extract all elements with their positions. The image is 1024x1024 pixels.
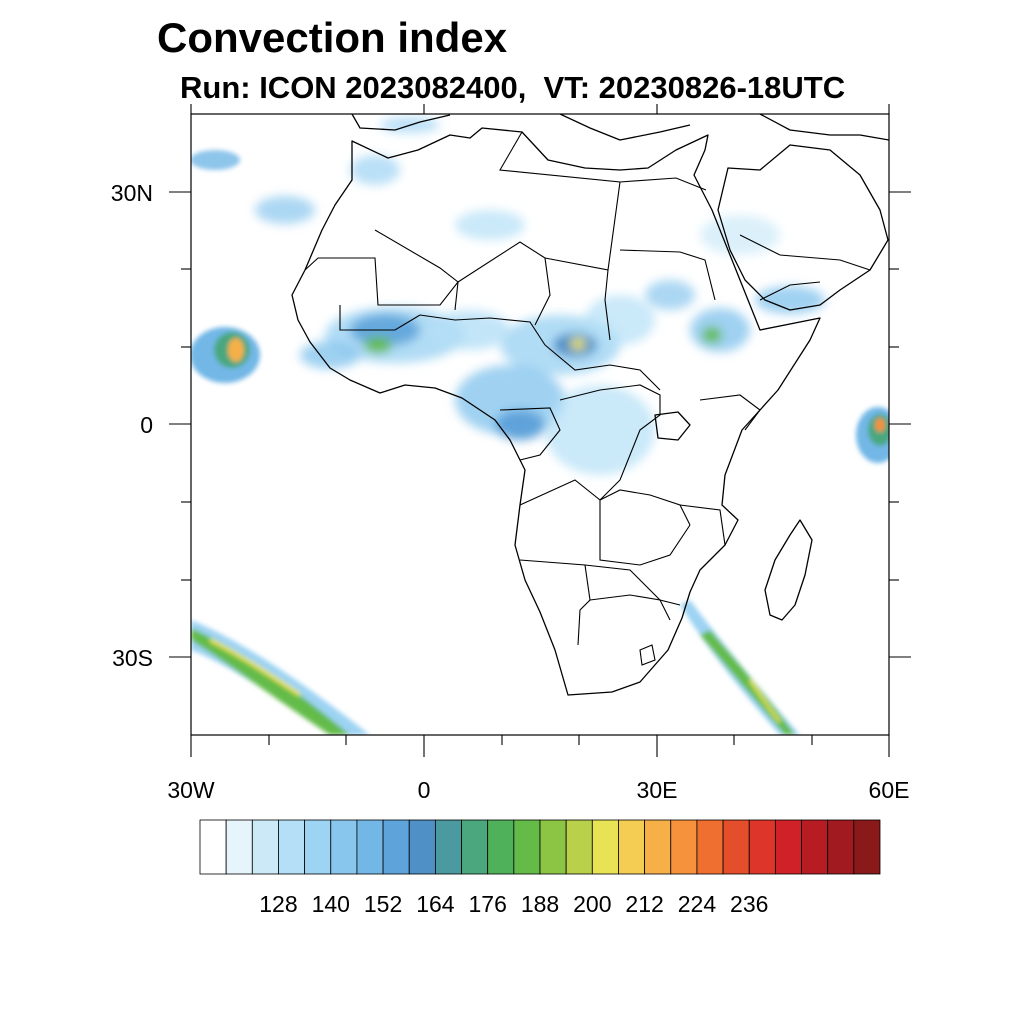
colorbar-swatch <box>356 819 384 875</box>
central-africa-convection <box>455 295 655 475</box>
madagascar-coastline <box>764 519 813 621</box>
lon-label-0: 0 <box>418 777 431 803</box>
atlantic-cyclone <box>191 150 260 383</box>
colorbar-swatch <box>304 819 332 875</box>
colorbar-swatch <box>774 819 802 875</box>
colorbar-swatch <box>644 819 672 875</box>
colorbar-swatch <box>539 819 567 875</box>
colorbar-tick-label: 176 <box>469 891 507 917</box>
colorbar-swatch <box>434 819 462 875</box>
colorbar-tick-label: 164 <box>416 891 455 917</box>
colorbar-swatch <box>461 819 489 875</box>
colorbar-swatch <box>827 819 855 875</box>
colorbar-tick-label: 236 <box>730 891 768 917</box>
colorbar-swatch <box>330 819 358 875</box>
colorbar-tick-label: 200 <box>573 891 611 917</box>
lat-label-30n: 30N <box>111 180 153 206</box>
colorbar-labels: 128 140 152 164 176 188 200 212 224 236 <box>259 891 768 917</box>
africa-coastline <box>291 127 821 696</box>
colorbar-swatch <box>618 819 646 875</box>
axis-ticks <box>169 104 911 757</box>
colorbar-tick-label: 224 <box>678 891 717 917</box>
arabia-coastline <box>717 144 889 311</box>
colorbar <box>199 819 881 875</box>
country-borders <box>304 131 871 666</box>
southeast-front <box>680 600 800 735</box>
colorbar-tick-label: 152 <box>364 891 402 917</box>
coastlines <box>291 114 889 696</box>
colorbar-swatch <box>513 819 541 875</box>
colorbar-swatch <box>748 819 776 875</box>
lon-label-30w: 30W <box>167 777 215 803</box>
colorbar-swatch <box>278 819 306 875</box>
colorbar-tick-label: 212 <box>625 891 663 917</box>
map-title: Convection index <box>157 14 508 61</box>
convection-field <box>191 117 889 735</box>
colorbar-tick-label: 140 <box>312 891 350 917</box>
lake-victoria <box>654 411 691 441</box>
colorbar-swatch <box>251 819 279 875</box>
lon-label-30e: 30E <box>637 777 678 803</box>
ethiopia-convection <box>645 280 825 352</box>
colorbar-swatch <box>853 819 881 875</box>
map-subtitle: Run: ICON 2023082400, VT: 20230826-18UTC <box>180 70 846 105</box>
colorbar-swatch <box>565 819 593 875</box>
lat-label-0: 0 <box>140 412 153 438</box>
south-atlantic-front <box>191 620 370 735</box>
lon-label-60e: 60E <box>869 777 910 803</box>
colorbar-tick-label: 128 <box>259 891 297 917</box>
indian-ocean-cyclone <box>856 407 889 463</box>
colorbar-swatch <box>199 819 227 875</box>
europe-coastline <box>351 114 889 141</box>
colorbar-swatch <box>696 819 724 875</box>
colorbar-swatch <box>670 819 698 875</box>
lat-label-30s: 30S <box>112 645 153 671</box>
colorbar-tick-label: 188 <box>521 891 559 917</box>
west-africa-convection <box>300 307 510 369</box>
colorbar-swatch <box>591 819 619 875</box>
colorbar-swatch <box>722 819 750 875</box>
colorbar-swatch <box>408 819 436 875</box>
colorbar-swatch <box>225 819 253 875</box>
colorbar-swatch <box>487 819 515 875</box>
colorbar-swatch <box>382 819 410 875</box>
colorbar-swatch <box>801 819 829 875</box>
